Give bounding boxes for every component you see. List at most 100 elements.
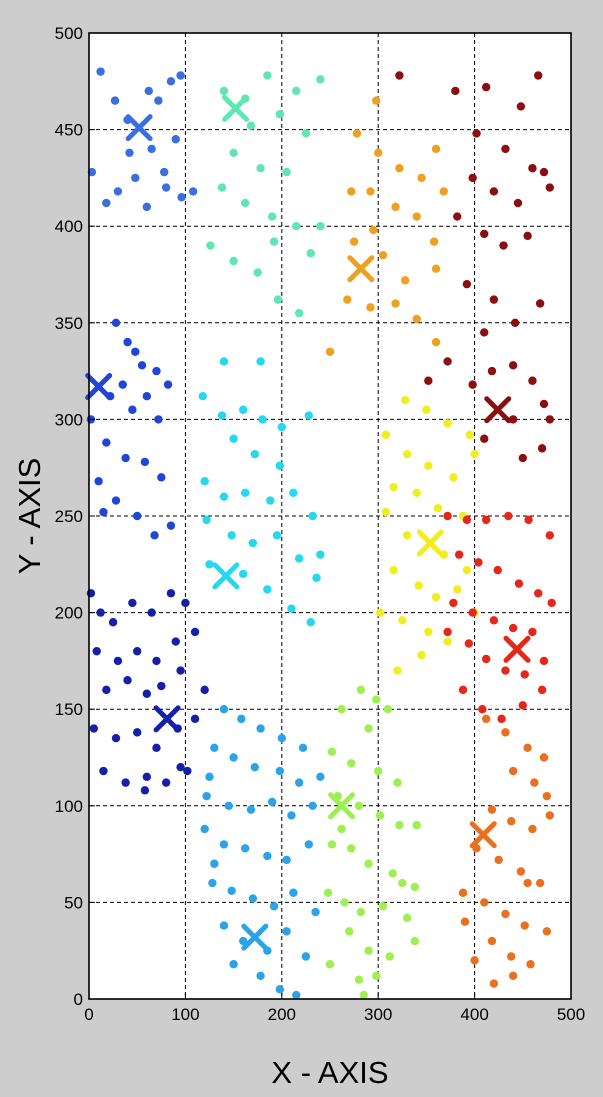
- data-point: [205, 560, 214, 569]
- data-point: [393, 778, 402, 787]
- data-point: [301, 129, 311, 138]
- data-point: [176, 762, 185, 772]
- data-point: [253, 268, 262, 277]
- data-point: [102, 198, 111, 208]
- data-point: [200, 685, 209, 695]
- centroid-stroke: [469, 821, 497, 849]
- data-point: [301, 952, 311, 961]
- data-point: [256, 357, 265, 366]
- data-point: [513, 198, 523, 208]
- x-tick-label: 0: [84, 1005, 93, 1024]
- y-tick-label: 450: [55, 121, 83, 140]
- data-point: [542, 791, 552, 801]
- data-point: [389, 482, 398, 492]
- data-point: [111, 496, 121, 505]
- data-point: [388, 869, 397, 878]
- data-point: [460, 917, 470, 926]
- data-point: [417, 650, 426, 660]
- data-point: [157, 681, 166, 691]
- data-point: [523, 231, 532, 241]
- data-point: [458, 685, 468, 695]
- data-point: [489, 187, 499, 196]
- data-point: [316, 772, 325, 782]
- data-point: [128, 405, 137, 414]
- data-point: [497, 714, 506, 724]
- data-point: [256, 971, 265, 981]
- data-point: [417, 173, 426, 183]
- data-point: [111, 318, 121, 327]
- data-point: [356, 907, 366, 917]
- data-point: [248, 538, 258, 548]
- data-point: [545, 531, 554, 540]
- data-point: [507, 952, 516, 961]
- data-point: [99, 766, 108, 776]
- centroid-stroke: [347, 255, 375, 283]
- y-tick-label: 0: [74, 990, 83, 1009]
- data-point: [462, 515, 472, 525]
- data-point: [364, 724, 373, 733]
- centroid-marker: [222, 94, 250, 122]
- data-point: [424, 627, 433, 637]
- data-point: [210, 743, 219, 753]
- data-point: [356, 685, 366, 695]
- data-point: [391, 202, 400, 212]
- data-point: [273, 295, 283, 304]
- data-point: [171, 135, 180, 144]
- y-tick-label: 400: [55, 217, 83, 236]
- data-point: [433, 504, 443, 513]
- data-point: [202, 515, 211, 525]
- data-point: [294, 554, 304, 563]
- data-point: [431, 144, 441, 154]
- data-point: [545, 415, 554, 424]
- data-point: [474, 558, 483, 567]
- data-point: [534, 71, 543, 80]
- centroid-marker: [212, 562, 240, 590]
- data-point: [152, 656, 161, 666]
- data-point: [154, 96, 163, 105]
- data-point: [537, 685, 547, 695]
- y-tick-label: 300: [55, 410, 83, 429]
- data-point: [468, 608, 477, 617]
- x-tick-label: 300: [364, 1005, 392, 1024]
- data-point: [166, 77, 176, 86]
- centroid-stroke: [125, 114, 153, 142]
- data-point: [508, 623, 518, 633]
- data-point: [217, 411, 227, 420]
- data-point: [86, 589, 96, 598]
- centroid-stroke: [153, 705, 181, 733]
- data-point: [246, 805, 256, 814]
- data-point: [325, 960, 335, 969]
- data-point: [133, 728, 142, 737]
- centroid-marker: [347, 255, 375, 283]
- data-point: [366, 303, 375, 312]
- data-point: [161, 778, 171, 787]
- data-point: [381, 507, 391, 517]
- data-point: [312, 573, 321, 583]
- data-point: [327, 840, 337, 849]
- data-point: [443, 419, 452, 428]
- data-point: [327, 747, 337, 756]
- data-point: [229, 753, 238, 762]
- centroid-marker: [85, 373, 113, 401]
- data-point: [142, 202, 152, 212]
- data-point: [480, 434, 489, 443]
- data-point: [493, 565, 502, 575]
- y-tick-label: 100: [55, 797, 83, 816]
- data-point: [400, 276, 410, 285]
- data-point: [535, 299, 545, 308]
- data-point: [292, 990, 301, 1000]
- data-point: [389, 565, 398, 575]
- data-point: [523, 878, 532, 888]
- data-point: [539, 753, 549, 762]
- data-point: [219, 705, 229, 714]
- centroid-stroke: [222, 94, 250, 122]
- data-point: [96, 608, 105, 617]
- data-point: [275, 461, 285, 470]
- data-point: [395, 71, 404, 80]
- data-point: [443, 637, 452, 646]
- data-point: [267, 212, 277, 221]
- data-point: [372, 695, 381, 704]
- data-point: [501, 909, 510, 919]
